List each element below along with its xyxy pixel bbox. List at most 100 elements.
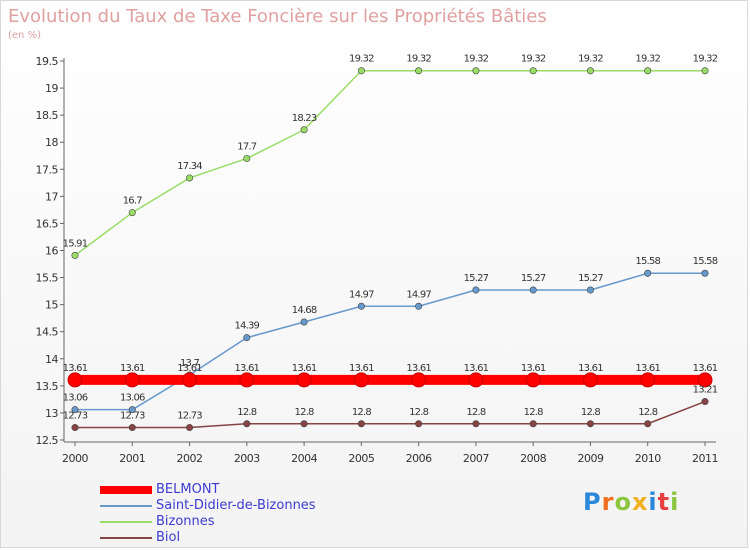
data-point — [468, 372, 484, 388]
data-label: 15.27 — [464, 273, 489, 284]
data-point — [472, 420, 480, 428]
data-point — [186, 424, 194, 432]
data-point — [357, 302, 365, 310]
data-label: 13.61 — [635, 363, 660, 374]
x-tick-label: 2007 — [463, 452, 489, 465]
data-label: 13.06 — [120, 393, 145, 404]
data-label: 14.68 — [292, 305, 317, 316]
x-tick-label: 2006 — [406, 452, 432, 465]
data-label: 13.06 — [63, 393, 88, 404]
legend-label-biol: Biol — [156, 530, 181, 545]
x-tick-label: 2001 — [119, 452, 145, 465]
legend-label-saint-didier-de-bizonnes: Saint-Didier-de-Bizonnes — [156, 498, 316, 513]
data-label: 14.97 — [406, 289, 431, 300]
data-label: 12.73 — [63, 411, 88, 422]
x-tick-label: 2008 — [520, 452, 546, 465]
x-tick-label: 2000 — [62, 452, 88, 465]
data-point — [300, 420, 308, 428]
data-label: 19.32 — [521, 54, 546, 65]
data-point — [472, 286, 480, 294]
data-point — [128, 209, 136, 217]
data-point — [243, 154, 251, 162]
data-point — [186, 174, 194, 182]
x-tick-label: 2009 — [577, 452, 603, 465]
data-label: 14.39 — [234, 321, 259, 332]
data-point — [586, 286, 594, 294]
data-label: 13.61 — [349, 363, 374, 374]
data-label: 13.61 — [464, 363, 489, 374]
data-label: 15.27 — [578, 273, 603, 284]
data-label: 15.91 — [63, 238, 88, 249]
data-label: 15.58 — [693, 256, 718, 267]
data-point — [71, 251, 79, 259]
data-point — [529, 286, 537, 294]
data-point — [71, 424, 79, 432]
data-point — [582, 372, 598, 388]
data-point — [128, 406, 136, 414]
data-label: 12.8 — [237, 407, 257, 418]
data-label: 19.32 — [635, 54, 660, 65]
data-point — [644, 67, 652, 75]
data-label: 19.32 — [693, 54, 718, 65]
y-tick-label: 13.5 — [36, 380, 59, 393]
logo-letter: P — [583, 488, 602, 516]
y-tick-label: 19 — [45, 82, 58, 95]
data-label: 13.61 — [693, 363, 718, 374]
data-point — [239, 372, 255, 388]
data-point — [472, 67, 480, 75]
y-tick-label: 15 — [45, 299, 58, 312]
data-label: 19.32 — [578, 54, 603, 65]
data-point — [529, 420, 537, 428]
data-label: 17.7 — [237, 141, 257, 152]
data-point — [67, 372, 83, 388]
series-line-saint-didier-de-bizonnes — [75, 272, 705, 411]
logo-letter: r — [601, 488, 615, 516]
data-point — [243, 334, 251, 342]
y-tick-label: 18 — [45, 136, 58, 149]
x-tick-label: 2011 — [692, 452, 718, 465]
data-point — [415, 67, 423, 75]
data-label: 18.23 — [292, 113, 317, 124]
data-point — [701, 398, 709, 406]
data-point — [357, 420, 365, 428]
logo-letter: o — [614, 488, 632, 516]
data-point — [357, 67, 365, 75]
data-label: 19.32 — [349, 54, 374, 65]
data-label: 17.34 — [177, 161, 202, 172]
data-label: 13.61 — [63, 363, 88, 374]
legend-swatch-bizonnes — [100, 521, 152, 523]
y-tick-label: 19.5 — [36, 55, 59, 68]
legend-swatch-saint-didier-de-bizonnes — [100, 505, 152, 507]
data-point — [415, 302, 423, 310]
x-tick-label: 2003 — [234, 452, 260, 465]
data-point — [525, 372, 541, 388]
unit-label: (en %) — [8, 30, 41, 41]
data-point — [415, 420, 423, 428]
data-label: 12.73 — [177, 411, 202, 422]
x-tick-label: 2004 — [291, 452, 317, 465]
y-tick-label: 13 — [45, 407, 58, 420]
data-point — [701, 67, 709, 75]
data-label: 13.61 — [578, 363, 603, 374]
data-label: 16.7 — [123, 196, 143, 207]
data-label: 14.97 — [349, 289, 374, 300]
x-tick-label: 2002 — [177, 452, 203, 465]
data-point — [300, 318, 308, 326]
legend-swatch-belmont — [100, 486, 152, 494]
data-point — [697, 372, 713, 388]
y-tick-label: 17.5 — [36, 163, 59, 176]
data-point — [640, 372, 656, 388]
y-tick-label: 14 — [45, 353, 58, 366]
y-tick-label: 15.5 — [36, 272, 59, 285]
data-point — [296, 372, 312, 388]
data-point — [411, 372, 427, 388]
chart-title: Evolution du Taux de Taxe Foncière sur l… — [8, 6, 547, 27]
data-point — [586, 67, 594, 75]
y-tick-label: 18.5 — [36, 109, 59, 122]
data-label: 13.61 — [120, 363, 145, 374]
data-label: 12.8 — [352, 407, 372, 418]
data-label: 15.58 — [635, 256, 660, 267]
data-point — [644, 420, 652, 428]
